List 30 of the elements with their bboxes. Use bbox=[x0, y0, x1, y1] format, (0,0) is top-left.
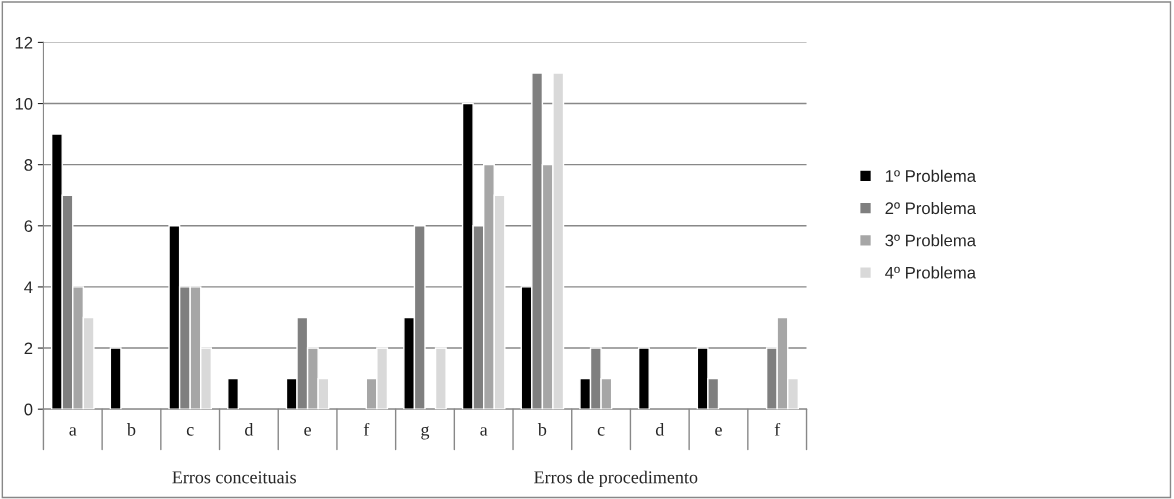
x-tick-label: a bbox=[69, 427, 77, 436]
bar bbox=[434, 347, 447, 410]
x-tick-label: g bbox=[421, 426, 430, 440]
y-tick-label: 6 bbox=[24, 220, 33, 232]
legend-label: 3º Problema bbox=[885, 234, 977, 247]
y-tick-label: 4 bbox=[24, 281, 33, 293]
x-tick-label: b bbox=[537, 423, 547, 436]
bar bbox=[637, 347, 650, 410]
y-tick-label: 12 bbox=[15, 36, 33, 49]
x-tick-label: f bbox=[774, 422, 781, 436]
x-tick-label: d bbox=[245, 423, 254, 436]
x-tick-label: e bbox=[304, 427, 311, 436]
legend-label: 2º Problema bbox=[885, 201, 977, 215]
text: Erros conceituais bbox=[172, 471, 296, 484]
y-tick-label: 2 bbox=[24, 342, 33, 355]
x-tick-label: a bbox=[480, 427, 488, 436]
x-tick-label: d bbox=[655, 423, 665, 436]
legend-label: 4º Problema bbox=[885, 266, 977, 279]
y-tick-label: 10 bbox=[15, 97, 33, 110]
text: Erros de procedimento bbox=[534, 470, 698, 488]
x-tick-label: b bbox=[126, 423, 136, 436]
y-tick-label: 0 bbox=[24, 403, 33, 416]
x-tick-label: f bbox=[363, 422, 370, 436]
x-tick-label: c bbox=[186, 427, 194, 436]
bar bbox=[109, 347, 122, 410]
x-tick-label: e bbox=[715, 427, 722, 436]
y-tick-label: 8 bbox=[24, 159, 33, 171]
x-tick-label: c bbox=[597, 427, 605, 436]
bar bbox=[227, 377, 240, 410]
legend-label: 1º Problema bbox=[885, 169, 977, 182]
